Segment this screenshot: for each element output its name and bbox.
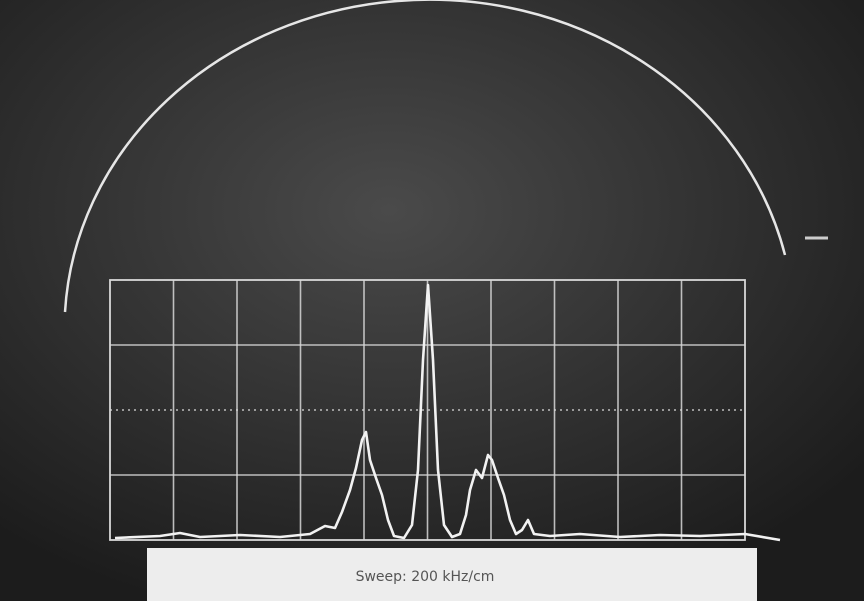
page: Sweep: 200 kHz/cm (() => { const data = … bbox=[0, 0, 864, 601]
background bbox=[0, 0, 864, 601]
caption: Sweep: 200 kHz/cm bbox=[356, 569, 495, 585]
scope-photo: Sweep: 200 kHz/cm bbox=[0, 0, 864, 601]
